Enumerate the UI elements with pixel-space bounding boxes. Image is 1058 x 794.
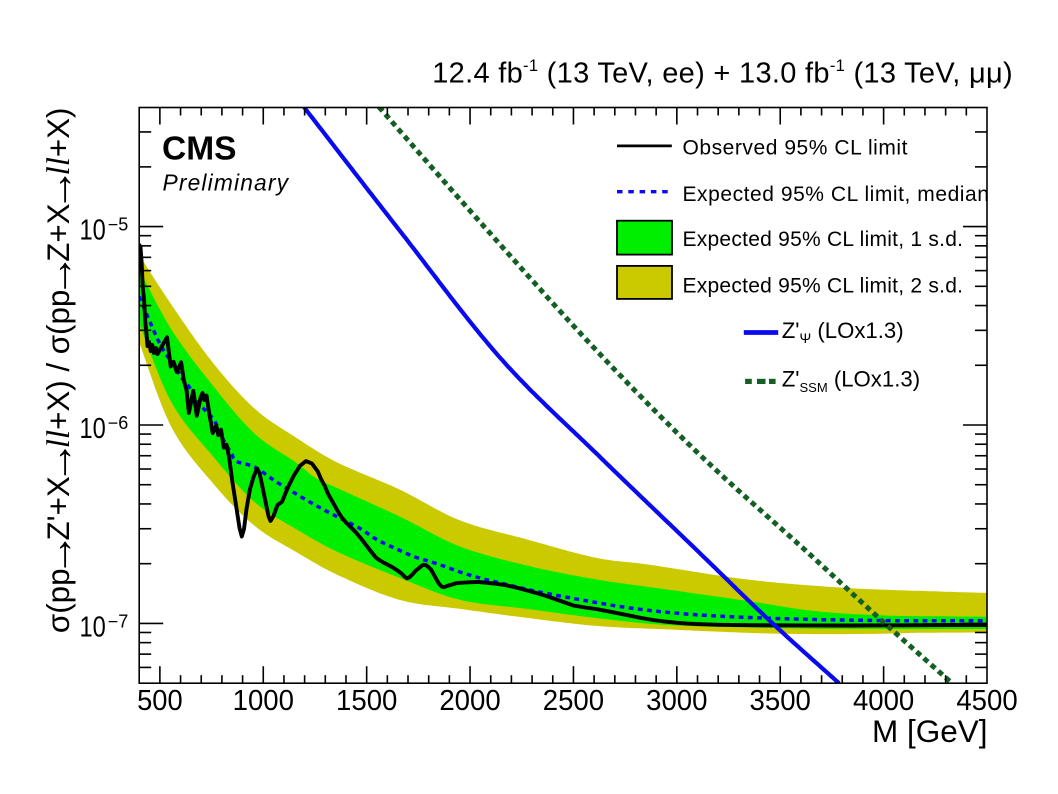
svg-text:4500: 4500 (956, 685, 1017, 717)
svg-text:3500: 3500 (750, 685, 811, 717)
svg-text:4000: 4000 (853, 685, 914, 717)
svg-text:Expected 95% CL limit, 1 s.d.: Expected 95% CL limit, 1 s.d. (683, 228, 964, 251)
svg-text:−7: −7 (108, 611, 129, 631)
svg-text:2000: 2000 (439, 685, 500, 717)
svg-text:10: 10 (80, 413, 106, 445)
svg-text:Expected 95% CL limit, 2 s.d.: Expected 95% CL limit, 2 s.d. (683, 275, 964, 298)
svg-text:12.4 fb-1 (13 TeV, ee) + 13.0: 12.4 fb-1 (13 TeV, ee) + 13.0 fb-1 (13 T… (432, 57, 1013, 90)
svg-text:M [GeV]: M [GeV] (872, 714, 988, 749)
svg-text:Observed 95% CL limit: Observed 95% CL limit (683, 137, 909, 160)
svg-text:Expected 95% CL limit, median: Expected 95% CL limit, median (683, 183, 990, 206)
svg-text:1000: 1000 (233, 685, 294, 717)
svg-text:CMS: CMS (162, 130, 236, 167)
svg-text:2500: 2500 (543, 685, 604, 717)
svg-text:−5: −5 (108, 215, 129, 235)
svg-text:1500: 1500 (336, 685, 397, 717)
svg-text:3000: 3000 (646, 685, 707, 717)
svg-text:−6: −6 (108, 413, 129, 433)
svg-text:Z'Ψ (LOx1.3): Z'Ψ (LOx1.3) (782, 318, 904, 346)
svg-text:500: 500 (137, 685, 183, 717)
svg-text:Preliminary: Preliminary (163, 170, 290, 196)
svg-text:10: 10 (80, 611, 106, 643)
svg-text:10: 10 (80, 215, 106, 247)
svg-text:σ(pp→Z'+X→ll+X) / σ(pp→Z+X→ll+: σ(pp→Z'+X→ll+X) / σ(pp→Z+X→ll+X) (34, 108, 83, 634)
